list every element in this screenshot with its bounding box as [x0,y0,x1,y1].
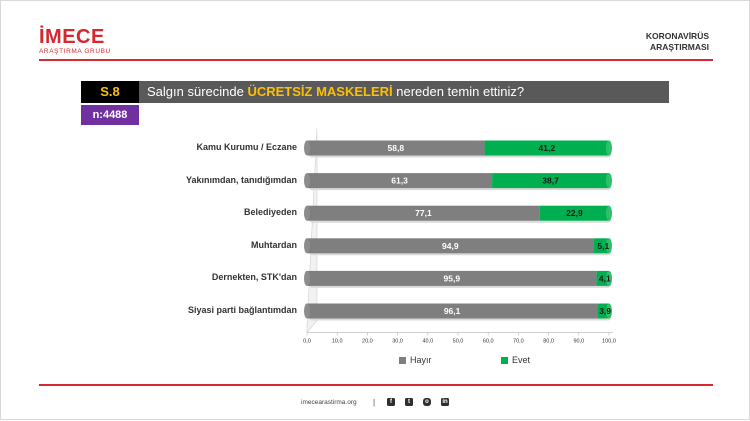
x-tick-label: 20,0 [362,339,373,345]
website-link[interactable]: imecearastirma.org [301,399,357,406]
data-label-hayir: 96,1 [444,306,461,316]
question-text-highlight: ÜCRETSİZ MASKELERİ [247,84,393,99]
bar-evet [492,173,609,189]
bar-evet-cap [606,173,612,189]
bar-hayir-cap [304,173,310,189]
data-label-hayir: 77,1 [415,208,432,218]
question-number: S.8 [81,81,139,103]
category-label: Muhtardan [251,239,297,250]
linkedin-icon[interactable]: in [441,398,449,406]
data-label-evet: 38,7 [542,176,559,186]
x-tick-label: 70,0 [513,339,524,345]
data-label-evet: 3,9 [599,306,611,316]
legend-label: Hayır [410,355,432,365]
legend-swatch [399,357,406,364]
legend-swatch [501,357,508,364]
bar-hayir [307,303,598,319]
chart-wall [306,128,318,334]
question-text-before: Salgın sürecinde [147,84,248,99]
data-label-hayir: 61,3 [391,176,408,186]
bar-evet-cap [606,238,612,254]
legend-label: Evet [512,355,531,365]
x-tick-label: 10,0 [332,339,343,345]
bar-evet-cap [606,270,612,286]
data-label-evet: 41,2 [539,143,556,153]
footer-divider [39,384,713,386]
bar-evet [539,205,609,221]
x-tick-label: 90,0 [573,339,584,345]
question-text: Salgın sürecinde ÜCRETSİZ MASKELERİ nere… [147,81,524,103]
data-label-hayir: 58,8 [388,143,405,153]
bar-evet [484,140,609,156]
data-label-evet: 22,9 [566,208,583,218]
bar-evet [596,270,609,286]
brand-logo: İMECE ARAŞTIRMA GRUBU [39,27,111,55]
data-label-evet: 5,1 [597,241,609,251]
question-text-after: nereden temin ettiniz? [392,84,525,99]
x-tick-label: 100,0 [602,339,616,345]
bar-hayir-cap [304,303,310,319]
x-tick-label: 80,0 [543,339,554,345]
bar-hayir [307,173,493,189]
bar-hayir [307,205,540,221]
category-label: Belediyeden [243,207,297,218]
data-label-evet: 4,1 [599,273,611,283]
category-label: Dernekten, STK'dan [211,272,297,283]
x-tick-label: 0,0 [303,339,311,345]
x-tick-label: 50,0 [453,339,464,345]
bar-hayir [307,140,485,156]
footer-separator: | [373,398,376,407]
brand-name: İMECE [39,26,105,48]
x-tick-label: 30,0 [392,339,403,345]
question-bar: S.8 Salgın sürecinde ÜCRETSİZ MASKELERİ … [81,81,669,103]
bar-hayir-cap [304,238,310,254]
instagram-icon[interactable]: o [423,398,431,406]
facebook-icon[interactable]: f [387,398,395,406]
data-label-hayir: 95,9 [444,273,461,283]
twitter-icon[interactable]: t [405,398,413,406]
bar-hayir [307,270,597,286]
bar-evet [597,303,609,319]
category-label: Yakınımdan, tanıdığımdan [185,174,297,185]
survey-title-line2: ARAŞTIRMASI [649,42,709,52]
bar-evet-cap [606,205,612,221]
sample-size: n:4488 [81,105,139,125]
survey-title-line1: KORONAVİRÜS [645,31,709,41]
bar-hayir-cap [304,270,310,286]
bar-hayir [307,238,594,254]
bar-evet-cap [606,140,612,156]
category-label: Siyasi parti bağlantımdan [187,305,297,315]
survey-title: KORONAVİRÜS ARAŞTIRMASI [646,31,709,53]
data-label-hayir: 94,9 [442,241,459,251]
header-divider [39,59,713,61]
x-tick-label: 40,0 [422,339,433,345]
bar-evet-cap [606,303,612,319]
x-tick-label: 60,0 [483,339,494,345]
bar-hayir-cap [304,205,310,221]
bar-evet [593,238,609,254]
brand-subtitle: ARAŞTIRMA GRUBU [39,48,111,55]
category-label: Kamu Kurumu / Eczane [196,142,297,152]
bar-hayir-cap [304,140,310,156]
